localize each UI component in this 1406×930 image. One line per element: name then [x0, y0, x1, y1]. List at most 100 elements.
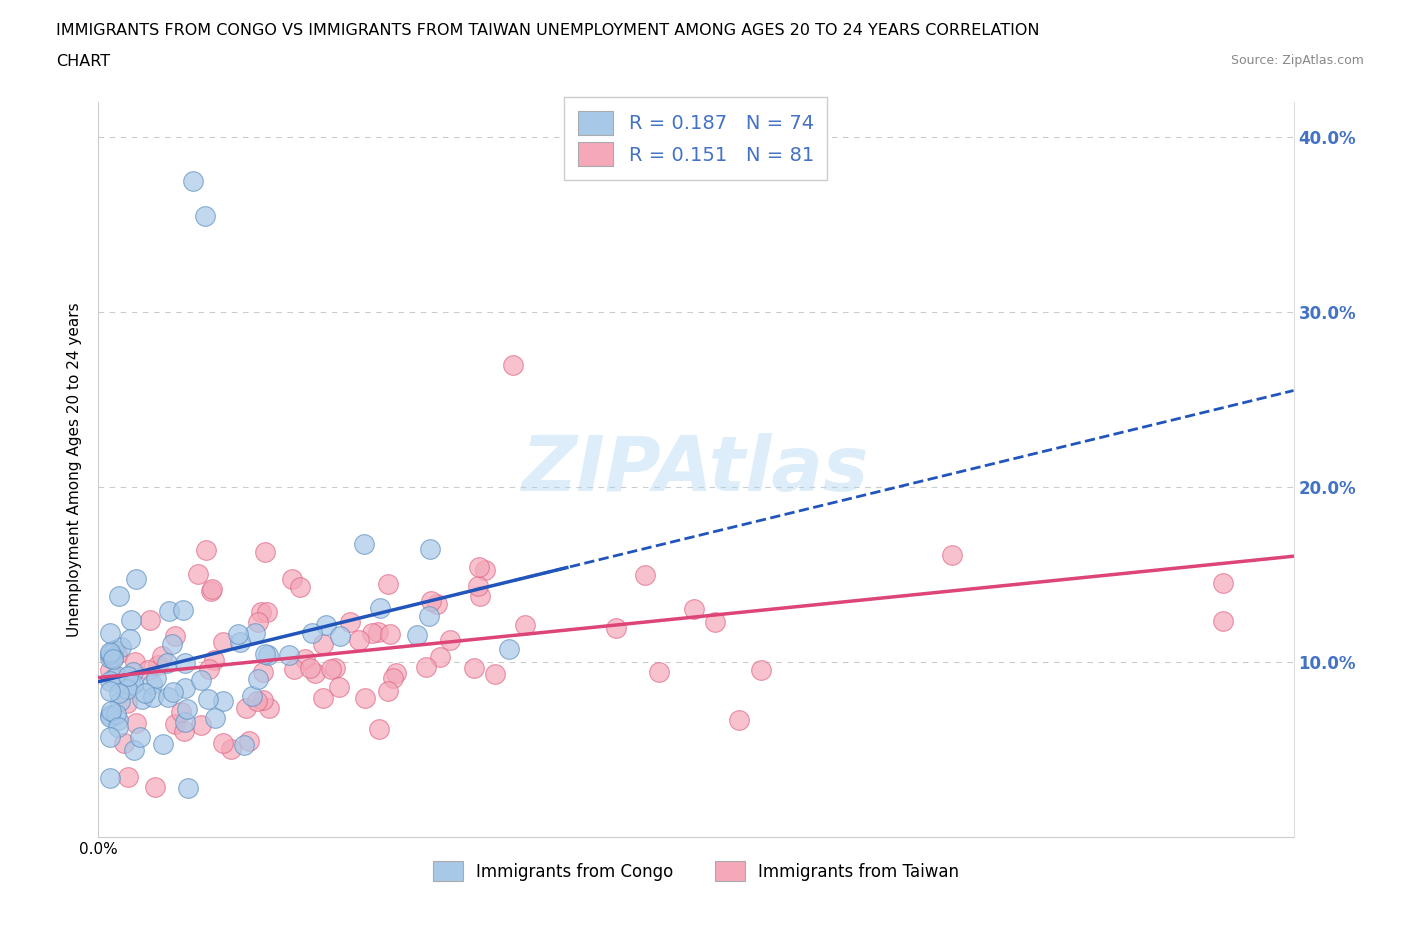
Point	[312, 636, 335, 651]
Point	[474, 563, 496, 578]
Point	[252, 693, 274, 708]
Point	[181, 174, 204, 189]
Point	[382, 671, 405, 685]
Point	[134, 685, 156, 700]
Text: ZIPAtlas: ZIPAtlas	[522, 432, 870, 507]
Point	[177, 780, 200, 795]
Point	[107, 669, 129, 684]
Point	[468, 589, 491, 604]
Point	[103, 643, 125, 658]
Point	[283, 662, 305, 677]
Point	[98, 651, 121, 666]
Point	[162, 684, 184, 699]
Point	[115, 682, 138, 697]
Point	[136, 663, 159, 678]
Point	[100, 703, 122, 718]
Point	[415, 659, 437, 674]
Point	[110, 640, 132, 655]
Point	[98, 663, 121, 678]
Point	[152, 737, 174, 751]
Point	[298, 660, 321, 675]
Point	[138, 613, 160, 628]
Point	[252, 665, 274, 680]
Point	[354, 690, 377, 705]
Point	[634, 567, 657, 582]
Point	[325, 660, 347, 675]
Point	[235, 700, 257, 715]
Point	[353, 537, 375, 551]
Point	[238, 734, 260, 749]
Point	[105, 646, 128, 661]
Point	[1212, 576, 1234, 591]
Point	[105, 707, 128, 722]
Point	[124, 654, 146, 669]
Point	[173, 680, 195, 695]
Point	[256, 648, 278, 663]
Point	[247, 615, 270, 630]
Point	[212, 693, 235, 708]
Point	[256, 604, 278, 619]
Point	[194, 542, 217, 557]
Point	[150, 649, 173, 664]
Point	[498, 642, 520, 657]
Point	[98, 644, 121, 659]
Point	[108, 694, 131, 709]
Point	[115, 696, 138, 711]
Point	[367, 624, 389, 639]
Text: CHART: CHART	[56, 54, 110, 69]
Point	[281, 572, 304, 587]
Point	[141, 677, 163, 692]
Point	[749, 663, 772, 678]
Point	[228, 634, 250, 649]
Point	[219, 741, 242, 756]
Point	[176, 701, 198, 716]
Point	[1212, 614, 1234, 629]
Point	[467, 559, 489, 574]
Point	[98, 708, 121, 723]
Point	[98, 625, 121, 640]
Point	[190, 672, 212, 687]
Point	[328, 679, 350, 694]
Point	[162, 637, 184, 652]
Point	[98, 730, 121, 745]
Point	[165, 716, 187, 731]
Point	[163, 629, 186, 644]
Y-axis label: Unemployment Among Ages 20 to 24 years: Unemployment Among Ages 20 to 24 years	[67, 302, 83, 637]
Point	[484, 666, 506, 681]
Point	[301, 625, 323, 640]
Point	[122, 742, 145, 757]
Point	[329, 629, 352, 644]
Legend: Immigrants from Congo, Immigrants from Taiwan: Immigrants from Congo, Immigrants from T…	[419, 848, 973, 895]
Point	[173, 656, 195, 671]
Point	[277, 647, 299, 662]
Point	[201, 581, 224, 596]
Point	[380, 627, 402, 642]
Point	[124, 572, 146, 587]
Point	[682, 602, 704, 617]
Point	[439, 632, 461, 647]
Point	[108, 685, 131, 700]
Point	[254, 646, 277, 661]
Point	[349, 632, 371, 647]
Point	[156, 656, 179, 671]
Point	[117, 770, 139, 785]
Point	[198, 662, 221, 677]
Point	[211, 736, 233, 751]
Point	[321, 662, 343, 677]
Point	[98, 684, 121, 698]
Point	[172, 603, 194, 618]
Point	[703, 614, 725, 629]
Point	[288, 579, 311, 594]
Point	[246, 694, 269, 709]
Point	[247, 671, 270, 686]
Point	[98, 710, 121, 724]
Point	[131, 691, 153, 706]
Point	[377, 577, 399, 591]
Point	[98, 646, 121, 661]
Point	[250, 604, 273, 619]
Point	[647, 665, 669, 680]
Point	[194, 208, 217, 223]
Point	[190, 718, 212, 733]
Text: IMMIGRANTS FROM CONGO VS IMMIGRANTS FROM TAIWAN UNEMPLOYMENT AMONG AGES 20 TO 24: IMMIGRANTS FROM CONGO VS IMMIGRANTS FROM…	[56, 23, 1040, 38]
Point	[142, 689, 165, 704]
